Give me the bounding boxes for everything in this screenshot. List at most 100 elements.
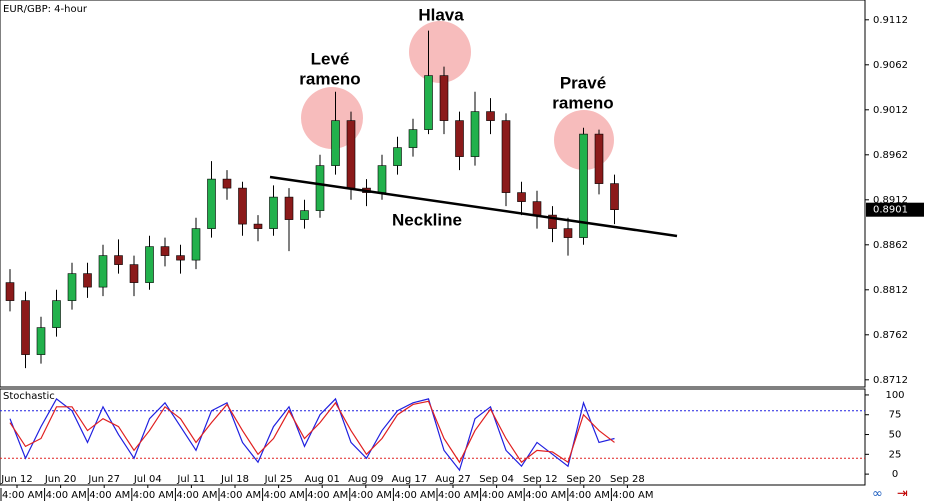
x-tick-label: Aug 17 xyxy=(392,474,427,485)
candle-body xyxy=(331,120,340,166)
candle-body xyxy=(517,192,526,202)
indicator-line xyxy=(9,397,615,472)
time-label-bg xyxy=(44,488,91,501)
candle-body xyxy=(269,196,278,229)
x-tick-label: Sep 12 xyxy=(523,474,558,485)
time-label-bg xyxy=(393,488,440,501)
candle-body xyxy=(160,246,170,256)
x-tick-label: Jul 04 xyxy=(133,474,162,485)
candle-body xyxy=(83,273,92,288)
time-label: 4:00 AM xyxy=(482,490,523,501)
time-label: 4:00 AM xyxy=(89,490,130,501)
annotation: rameno xyxy=(299,69,360,88)
x-tick-label: Sep 04 xyxy=(479,474,514,485)
candle-body xyxy=(315,165,325,211)
candle-body xyxy=(36,327,46,355)
candle-body xyxy=(532,201,542,216)
link-icon[interactable]: ∞ xyxy=(872,487,883,502)
candle-body xyxy=(594,133,604,184)
time-label-bg xyxy=(349,488,396,501)
time-label: 4:00 AM xyxy=(220,490,261,501)
candle-body xyxy=(67,273,77,301)
time-label: 4:00 AM xyxy=(46,490,87,501)
time-label-bg xyxy=(175,488,222,501)
time-label: 4:00 AM xyxy=(264,490,305,501)
annotation: Neckline xyxy=(392,210,462,229)
y-tick-label: 0.8912 xyxy=(873,195,908,206)
candle-body xyxy=(52,300,61,328)
candle-body xyxy=(486,111,495,121)
time-label-bg xyxy=(437,488,483,501)
candle-body xyxy=(253,223,263,229)
time-label: 4:00 AM xyxy=(525,490,566,501)
indicator-title: Stochastic xyxy=(3,391,55,402)
candle-body xyxy=(470,111,480,157)
close-icon[interactable]: ⇥ xyxy=(897,487,908,502)
annotation: rameno xyxy=(552,93,613,112)
current-price-box xyxy=(866,202,924,217)
candle-body xyxy=(98,255,108,288)
candle-body xyxy=(610,183,619,211)
time-label: 4:00 AM xyxy=(2,490,43,501)
time-label: 4:00 AM xyxy=(351,490,392,501)
candle-body xyxy=(176,255,185,261)
time-label-bg xyxy=(1,488,47,501)
y-tick-label: 0.8812 xyxy=(873,285,908,296)
time-label-bg xyxy=(611,488,658,501)
current-price-label: 0.8901 xyxy=(873,205,908,216)
time-label: 4:00 AM xyxy=(569,490,610,501)
x-tick-label: Sep 28 xyxy=(610,474,645,485)
candle-body xyxy=(439,75,449,121)
y-tick-label: 0.9062 xyxy=(873,60,908,71)
candles xyxy=(5,30,619,369)
x-tick-label: Jul 11 xyxy=(176,474,205,485)
y-tick-label: 0.8762 xyxy=(873,330,908,341)
candle-body xyxy=(579,133,588,238)
y-tick-label: 0.9012 xyxy=(873,105,908,116)
x-tick-label: Jul 18 xyxy=(220,474,249,485)
title-bg xyxy=(1,1,97,16)
y-tick-label: 25 xyxy=(889,449,902,460)
x-tick-label: Jun 20 xyxy=(44,474,77,485)
time-label: 4:00 AM xyxy=(307,490,348,501)
candle-body xyxy=(424,75,433,130)
y-tick-label: 0.9112 xyxy=(873,15,908,26)
x-tick-label: Jun 12 xyxy=(0,474,33,485)
candle-body xyxy=(129,264,139,283)
y-tick-label: 50 xyxy=(889,430,902,441)
candle-body xyxy=(408,129,418,148)
candle-body xyxy=(21,300,30,355)
x-tick-label: Jun 27 xyxy=(87,474,120,485)
candle-body xyxy=(377,165,387,193)
main-panel xyxy=(0,0,866,388)
candle-body xyxy=(563,228,573,238)
candle-body xyxy=(238,187,247,225)
time-label: 4:00 AM xyxy=(176,490,217,501)
time-label: 4:00 AM xyxy=(438,490,479,501)
highlight xyxy=(409,21,471,83)
x-tick-label: Aug 09 xyxy=(348,474,383,485)
annotation: Hlava xyxy=(418,5,464,24)
candle-body xyxy=(548,214,557,229)
y-tick-label: 0.8962 xyxy=(873,150,908,161)
time-label-bg xyxy=(480,488,527,501)
annotation: Levé xyxy=(311,49,350,68)
candle-body xyxy=(191,228,201,261)
toolbar-icons: ∞ ⇥ xyxy=(872,487,908,502)
time-label: 4:00 AM xyxy=(394,490,435,501)
y-tick-label: 75 xyxy=(889,410,902,421)
time-label-bg xyxy=(88,488,135,501)
candle-body xyxy=(5,282,15,301)
time-label-bg xyxy=(306,488,353,501)
x-tick-label: Aug 01 xyxy=(304,474,339,485)
time-label-bg xyxy=(567,488,614,501)
indicator-line xyxy=(9,400,615,464)
candle-body xyxy=(501,120,511,193)
y-tick-label: 0.8862 xyxy=(873,240,908,251)
neckline xyxy=(269,175,678,238)
candle-body xyxy=(455,120,464,157)
candle-body xyxy=(284,196,294,220)
time-label-bg xyxy=(131,488,178,501)
candle-body xyxy=(207,178,216,229)
